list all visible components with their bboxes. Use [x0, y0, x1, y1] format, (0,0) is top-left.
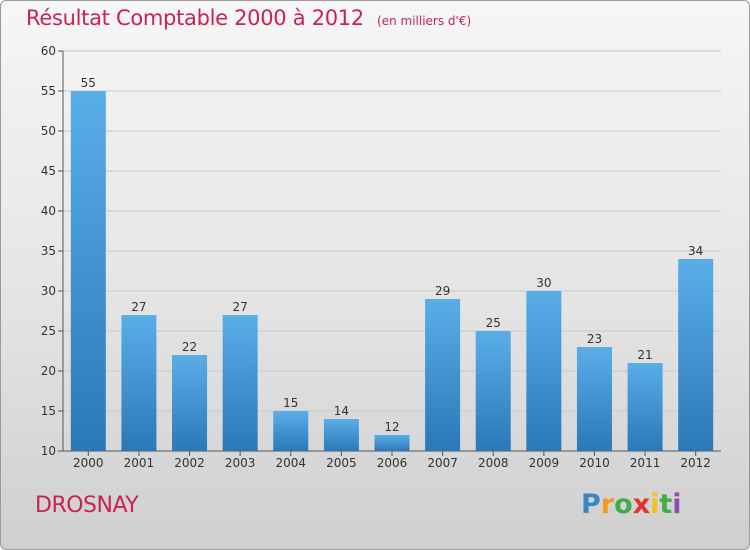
x-tick-label: 2000 — [73, 456, 104, 470]
bar-value-label: 21 — [637, 348, 652, 362]
proxiti-logo: Proxiti — [581, 489, 682, 520]
labels: 55 2000 27 2001 22 2002 27 2003 15 2004 14 2005 12 20… — [73, 76, 711, 470]
y-tick-label: 30 — [41, 284, 56, 298]
bar-value-label: 34 — [688, 244, 703, 258]
y-tick-label: 35 — [41, 244, 56, 258]
x-tick-label: 2007 — [427, 456, 458, 470]
bar — [678, 259, 714, 451]
y-tick-label: 15 — [41, 404, 56, 418]
bar-value-label: 12 — [384, 420, 399, 434]
x-tick-label: 2009 — [529, 456, 560, 470]
x-tick-label: 2012 — [680, 456, 711, 470]
x-tick-label: 2008 — [478, 456, 509, 470]
logo-letter: o — [614, 489, 633, 520]
x-tick-label: 2003 — [225, 456, 256, 470]
bar — [576, 347, 612, 451]
logo-letter: r — [600, 489, 615, 520]
bar-value-label: 27 — [131, 300, 146, 314]
bar — [273, 411, 309, 451]
bar — [323, 419, 359, 451]
x-tick-label: 2006 — [377, 456, 408, 470]
logo-letter: t — [659, 489, 673, 520]
x-tick-label: 2010 — [579, 456, 610, 470]
bar — [222, 315, 258, 451]
y-tick-label: 40 — [41, 204, 56, 218]
bar-value-label: 25 — [486, 316, 501, 330]
x-tick-label: 2002 — [174, 456, 205, 470]
logo-letter: P — [581, 489, 601, 520]
y-tick-label: 60 — [41, 44, 56, 58]
y-tick-label: 55 — [41, 84, 56, 98]
bar — [70, 91, 106, 451]
logo-letter: i — [672, 489, 682, 520]
chart-subtitle: (en milliers d'€) — [377, 14, 472, 28]
x-tick-label: 2001 — [124, 456, 155, 470]
grid — [63, 50, 721, 452]
bar-value-label: 15 — [283, 396, 298, 410]
chart-title: Résultat Comptable 2000 à 2012 — [26, 6, 364, 30]
bar-value-label: 30 — [536, 276, 551, 290]
bar — [121, 315, 157, 451]
bar-value-label: 27 — [233, 300, 248, 314]
x-tick-label: 2011 — [630, 456, 661, 470]
bar-value-label: 23 — [587, 332, 602, 346]
bars — [70, 91, 714, 451]
commune-name: DROSNAY — [35, 493, 139, 518]
bar — [425, 299, 461, 451]
bar-value-label: 29 — [435, 284, 450, 298]
logo-letter: i — [650, 489, 660, 520]
x-tick-label: 2005 — [326, 456, 357, 470]
y-tick-label: 45 — [41, 164, 56, 178]
x-tick-label: 2004 — [275, 456, 306, 470]
bar — [627, 363, 663, 451]
y-tick-label: 20 — [41, 364, 56, 378]
bar — [475, 331, 511, 451]
bar — [172, 355, 208, 451]
y-tick-label: 50 — [41, 124, 56, 138]
bar-value-label: 55 — [81, 76, 96, 90]
y-tick-label: 25 — [41, 324, 56, 338]
bar — [526, 291, 562, 451]
title-block: Résultat Comptable 2000 à 2012 (en milli… — [26, 6, 471, 30]
bar-value-label: 22 — [182, 340, 197, 354]
bar — [374, 435, 410, 451]
bar-value-label: 14 — [334, 404, 349, 418]
logo-letter: x — [632, 489, 651, 520]
y-tick-label: 10 — [41, 444, 56, 458]
